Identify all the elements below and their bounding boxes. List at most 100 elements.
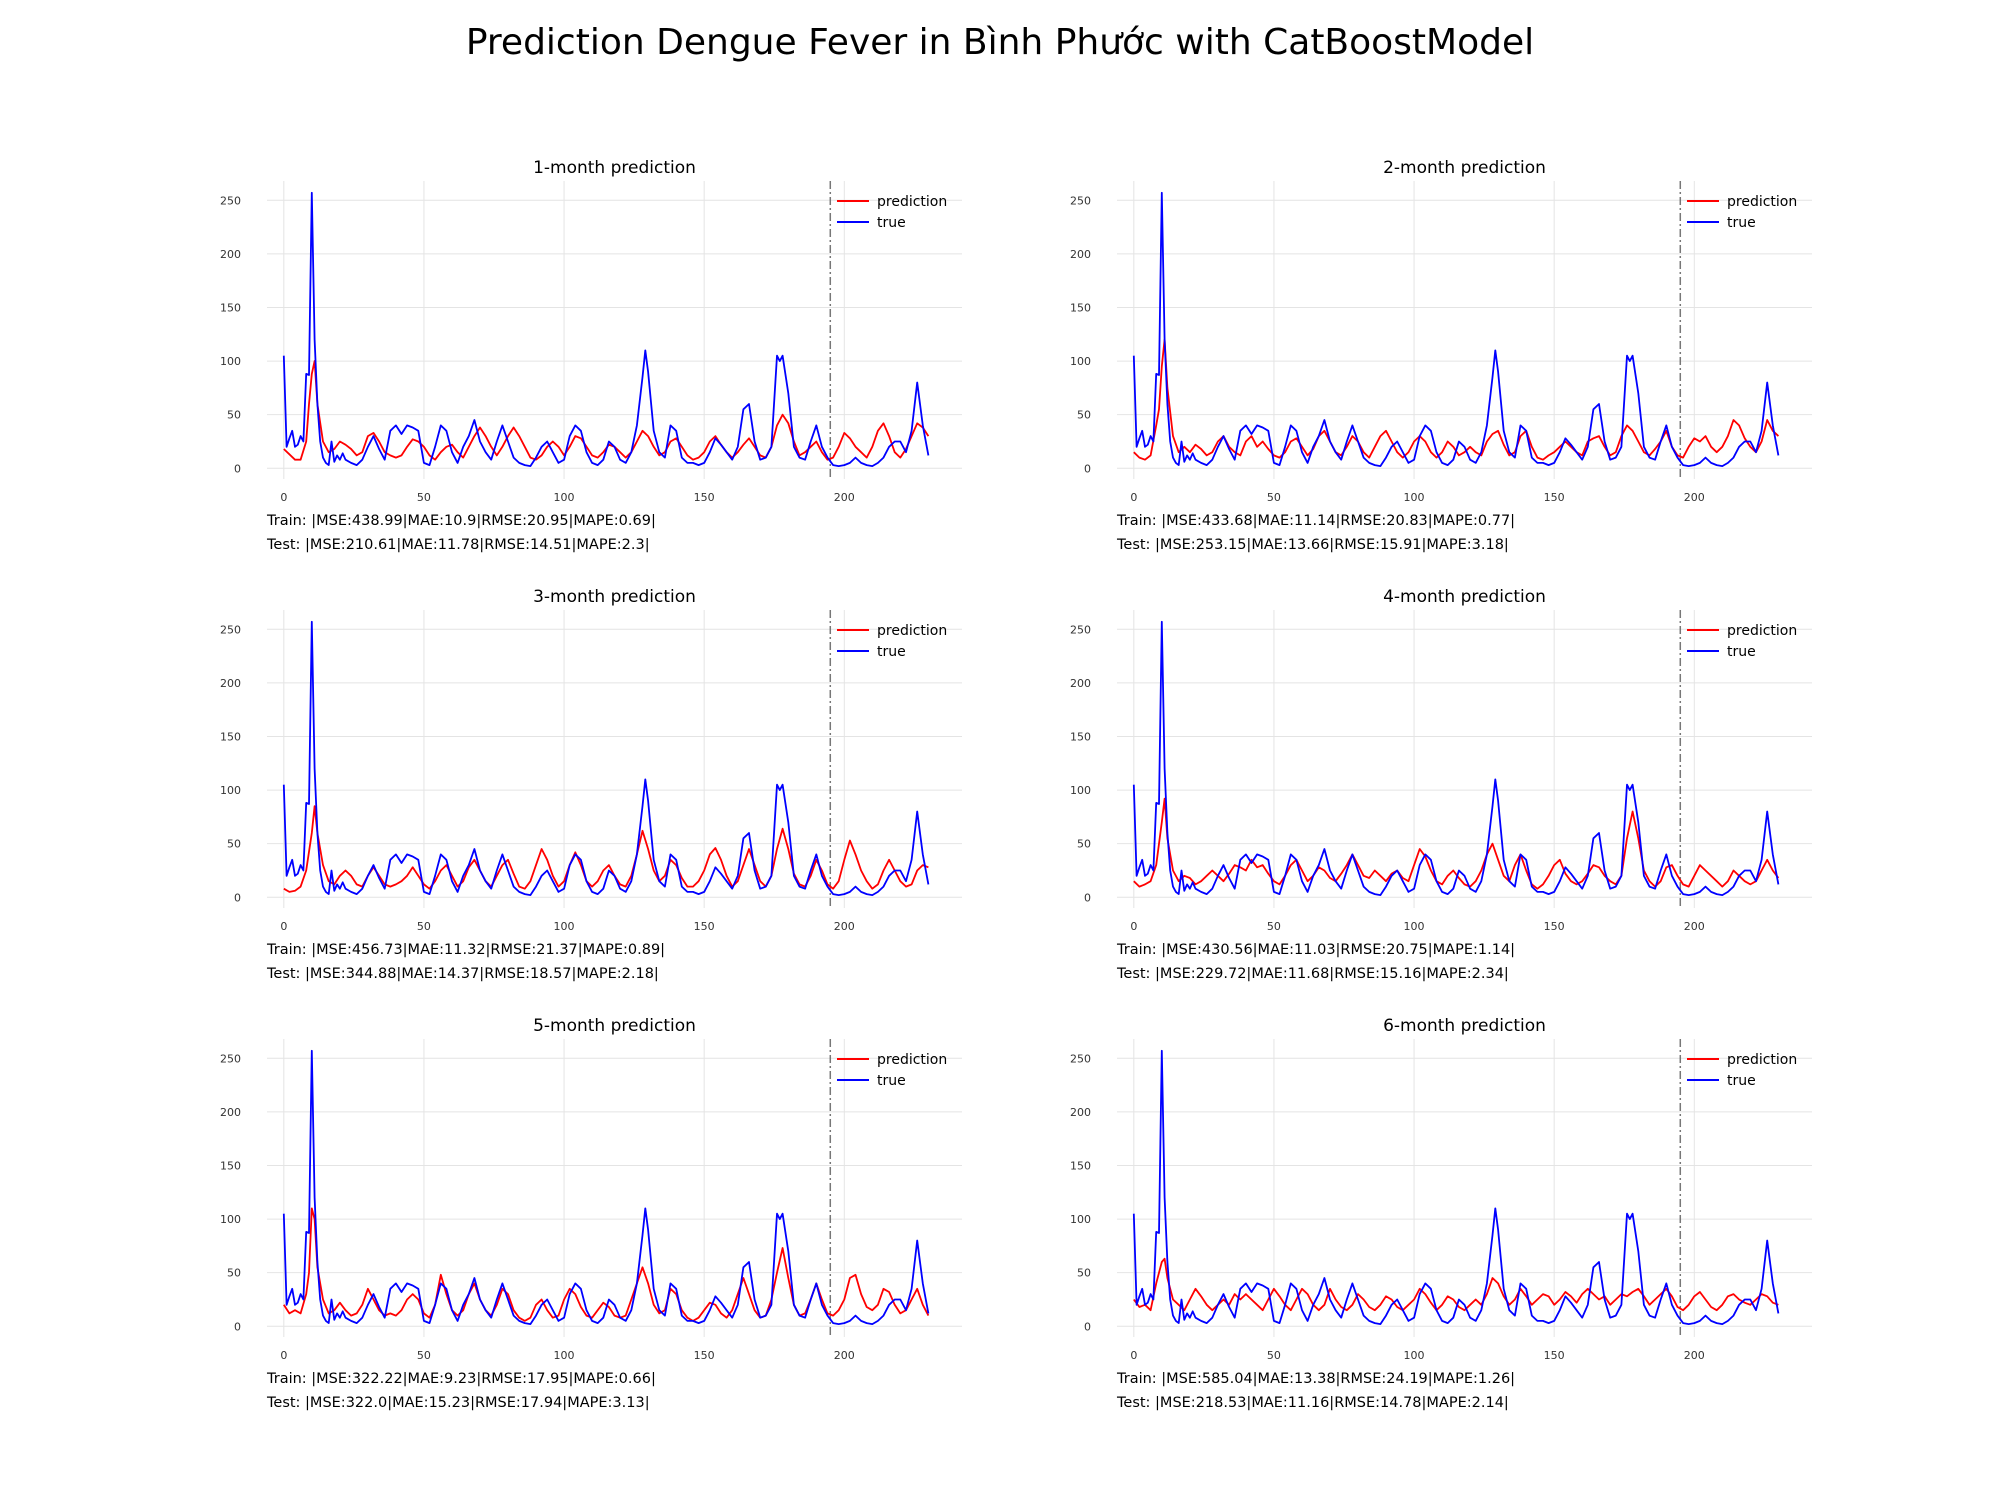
y-tick-label: 150 — [1070, 1159, 1091, 1172]
x-tick-label: 0 — [1130, 1349, 1137, 1362]
y-tick-label: 200 — [220, 248, 241, 261]
page-title: Prediction Dengue Fever in Bình Phước wi… — [465, 22, 1535, 63]
chart-panel-4: 0 50 100 150 200 0 50 100 150 200 250 4-month predi… — [1070, 587, 1812, 982]
x-tick-label: 50 — [1267, 920, 1281, 933]
series-line-true — [1132, 620, 1780, 896]
x-tick-label: 150 — [694, 920, 715, 933]
series-line-prediction — [1133, 338, 1780, 461]
x-tick-label: 50 — [417, 920, 431, 933]
y-tick-label: 150 — [1070, 730, 1091, 743]
series-line-prediction — [283, 1207, 930, 1322]
chart-title: 4-month prediction — [1383, 587, 1546, 607]
chart-panel-2: 0 50 100 150 200 0 50 100 150 200 250 2-month predi… — [1070, 158, 1812, 553]
y-tick-label: 100 — [1070, 1213, 1091, 1226]
chart-panel-1: 0 50 100 150 200 0 50 100 150 200 250 1-month predi… — [220, 158, 962, 553]
test-metrics: Test: |MSE:210.61|MAE:11.78|RMSE:14.51|M… — [266, 537, 650, 553]
x-tick-label: 200 — [1684, 920, 1705, 933]
y-tick-label: 250 — [1070, 194, 1091, 207]
x-tick-label: 0 — [1130, 920, 1137, 933]
y-tick-label: 250 — [1070, 1052, 1091, 1065]
legend-label-true: true — [877, 644, 906, 660]
x-tick-label: 50 — [1267, 1349, 1281, 1362]
x-tick-label: 100 — [554, 491, 575, 504]
series-line-prediction — [283, 360, 930, 461]
x-tick-label: 0 — [1130, 491, 1137, 504]
x-tick-label: 200 — [1684, 491, 1705, 504]
series-line-true — [282, 191, 930, 467]
y-tick-label: 0 — [234, 891, 241, 904]
test-metrics: Test: |MSE:322.0|MAE:15.23|RMSE:17.94|MA… — [266, 1395, 650, 1411]
y-tick-label: 250 — [1070, 623, 1091, 636]
y-tick-label: 150 — [1070, 301, 1091, 314]
test-metrics: Test: |MSE:229.72|MAE:11.68|RMSE:15.16|M… — [1116, 966, 1509, 982]
test-metrics: Test: |MSE:344.88|MAE:14.37|RMSE:18.57|M… — [266, 966, 659, 982]
y-tick-label: 100 — [220, 355, 241, 368]
y-tick-label: 200 — [1070, 1106, 1091, 1119]
train-metrics: Train: |MSE:430.56|MAE:11.03|RMSE:20.75|… — [1116, 942, 1515, 958]
legend: prediction true — [1687, 1052, 1797, 1089]
x-tick-label: 50 — [417, 1349, 431, 1362]
x-tick-label: 150 — [1544, 491, 1565, 504]
x-tick-label: 100 — [554, 1349, 575, 1362]
legend: prediction true — [837, 194, 947, 231]
x-tick-label: 150 — [1544, 1349, 1565, 1362]
x-tick-label: 200 — [834, 920, 855, 933]
y-tick-label: 0 — [234, 462, 241, 475]
y-tick-label: 0 — [234, 1320, 241, 1333]
series-line-true — [1132, 1049, 1780, 1325]
chart-title: 3-month prediction — [533, 587, 696, 607]
chart-panel-5: 0 50 100 150 200 0 50 100 150 200 250 5-month predi… — [220, 1016, 962, 1411]
y-tick-label: 50 — [1077, 838, 1091, 851]
x-tick-label: 0 — [280, 1349, 287, 1362]
x-tick-label: 200 — [834, 491, 855, 504]
legend-label-true: true — [1727, 644, 1756, 660]
x-tick-label: 100 — [1404, 491, 1425, 504]
train-metrics: Train: |MSE:438.99|MAE:10.9|RMSE:20.95|M… — [266, 513, 656, 529]
legend-label-true: true — [877, 215, 906, 231]
train-metrics: Train: |MSE:433.68|MAE:11.14|RMSE:20.83|… — [1116, 513, 1515, 529]
train-metrics: Train: |MSE:585.04|MAE:13.38|RMSE:24.19|… — [1116, 1371, 1515, 1387]
legend-label-true: true — [877, 1073, 906, 1089]
y-tick-label: 50 — [1077, 409, 1091, 422]
legend: prediction true — [1687, 194, 1797, 231]
y-tick-label: 200 — [220, 1106, 241, 1119]
x-tick-label: 200 — [1684, 1349, 1705, 1362]
x-tick-label: 100 — [554, 920, 575, 933]
y-tick-label: 200 — [220, 677, 241, 690]
x-tick-label: 150 — [694, 491, 715, 504]
chart-panel-3: 0 50 100 150 200 0 50 100 150 200 250 3-month predi… — [220, 587, 962, 982]
y-tick-label: 200 — [1070, 248, 1091, 261]
series-line-true — [1132, 191, 1780, 467]
y-tick-label: 0 — [1084, 1320, 1091, 1333]
y-tick-label: 50 — [1077, 1267, 1091, 1280]
y-tick-label: 50 — [227, 1267, 241, 1280]
x-tick-label: 0 — [280, 920, 287, 933]
legend-label-true: true — [1727, 215, 1756, 231]
legend-label-prediction: prediction — [1727, 623, 1797, 639]
y-tick-label: 50 — [227, 409, 241, 422]
x-tick-label: 50 — [417, 491, 431, 504]
chart-title: 5-month prediction — [533, 1016, 696, 1036]
chart-panel-6: 0 50 100 150 200 0 50 100 150 200 250 6-month predi… — [1070, 1016, 1812, 1411]
test-metrics: Test: |MSE:218.53|MAE:11.16|RMSE:14.78|M… — [1116, 1395, 1509, 1411]
y-tick-label: 0 — [1084, 891, 1091, 904]
y-tick-label: 250 — [220, 623, 241, 636]
legend-label-prediction: prediction — [1727, 194, 1797, 210]
y-tick-label: 100 — [1070, 784, 1091, 797]
legend-label-prediction: prediction — [877, 1052, 947, 1068]
legend-label-true: true — [1727, 1073, 1756, 1089]
x-tick-label: 100 — [1404, 920, 1425, 933]
legend-label-prediction: prediction — [1727, 1052, 1797, 1068]
legend: prediction true — [837, 1052, 947, 1089]
y-tick-label: 150 — [220, 1159, 241, 1172]
x-tick-label: 100 — [1404, 1349, 1425, 1362]
y-tick-label: 100 — [1070, 355, 1091, 368]
y-tick-label: 200 — [1070, 677, 1091, 690]
x-tick-label: 200 — [834, 1349, 855, 1362]
x-tick-label: 0 — [280, 491, 287, 504]
chart-title: 2-month prediction — [1383, 158, 1546, 178]
y-tick-label: 150 — [220, 301, 241, 314]
chart-title: 1-month prediction — [533, 158, 696, 178]
x-tick-label: 150 — [694, 1349, 715, 1362]
y-tick-label: 50 — [227, 838, 241, 851]
